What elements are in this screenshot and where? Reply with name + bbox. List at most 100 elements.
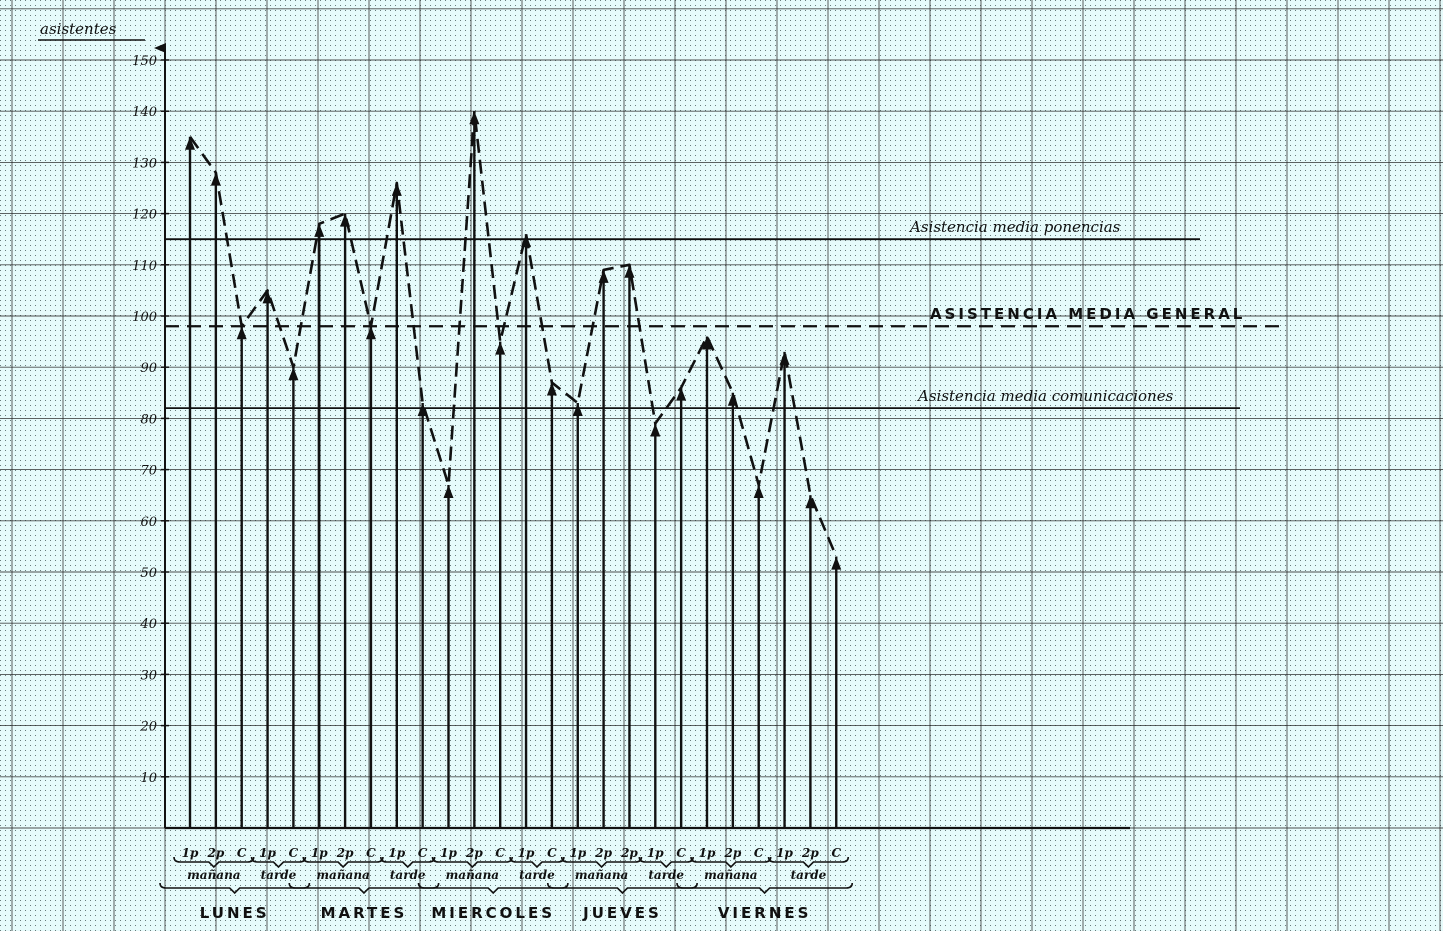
data-point-arrow: [779, 351, 790, 365]
day-label: JUEVES: [582, 904, 662, 922]
data-point-arrow: [365, 326, 376, 340]
day-brace: [546, 882, 698, 895]
data-point-arrow: [702, 336, 712, 350]
y-tick-label: 130: [132, 156, 157, 171]
session-label: 2p: [465, 846, 483, 860]
data-point-arrow: [340, 213, 351, 227]
data-point-arrow: [572, 403, 583, 417]
data-point-arrow: [469, 111, 480, 125]
reference-line-label: ASISTENCIA MEDIA GENERAL: [930, 305, 1245, 323]
session-label: C: [366, 846, 376, 860]
period-label: tarde: [791, 868, 827, 882]
data-point-arrow: [391, 182, 402, 196]
period-label: mañana: [575, 868, 628, 882]
session-label: C: [289, 846, 299, 860]
session-label: C: [676, 846, 686, 860]
session-label: C: [495, 846, 505, 860]
session-label: 2p: [801, 846, 819, 860]
data-point-arrow: [650, 423, 661, 437]
session-label: 2p: [723, 846, 741, 860]
period-label: tarde: [261, 868, 297, 882]
y-tick-label: 80: [140, 412, 157, 427]
period-label: mañana: [446, 868, 499, 882]
data-point-arrow: [417, 403, 428, 417]
data-point-arrow: [624, 264, 635, 278]
session-label: 1p: [518, 846, 535, 860]
session-label: 2p: [206, 846, 224, 860]
session-label: 2p: [336, 846, 354, 860]
period-label: tarde: [519, 868, 555, 882]
session-label: C: [418, 846, 428, 860]
period-label: mañana: [704, 868, 757, 882]
y-ticks: 10 20 30 40 50 60 70 80 90 100 110 120 130 140 150: [132, 54, 169, 786]
day-brace: [159, 882, 311, 895]
x-labels: 1p 2p C 1p C 1p 2p C 1p C 1p 2p C 1p C 1p 2p 2p 1p C 1p 2p C 1p…: [159, 846, 854, 922]
session-label: C: [831, 846, 841, 860]
data-point-arrow: [314, 223, 325, 237]
day-label: MARTES: [321, 904, 408, 922]
period-label: mañana: [187, 868, 240, 882]
session-label: C: [754, 846, 764, 860]
reference-line-label: Asistencia media comunicaciones: [916, 387, 1174, 405]
data-point-arrow: [727, 392, 738, 406]
data-point-arrow: [676, 387, 687, 401]
y-tick-label: 50: [140, 566, 157, 581]
data-point-arrow: [831, 556, 842, 570]
data-point-arrow: [753, 484, 764, 498]
attendance-line: [188, 109, 838, 558]
session-label: 1p: [388, 846, 405, 860]
y-tick-label: 10: [140, 771, 157, 786]
bars: [188, 111, 838, 828]
period-label: tarde: [390, 868, 426, 882]
session-label: 1p: [259, 846, 276, 860]
session-label: 1p: [311, 846, 328, 860]
session-label: 1p: [647, 846, 664, 860]
y-tick-label: 100: [132, 310, 157, 325]
period-brace: [767, 856, 850, 869]
y-tick-label: 110: [132, 259, 157, 274]
period-label: tarde: [648, 868, 684, 882]
data-point-arrow: [262, 290, 273, 304]
session-label: 1p: [569, 846, 586, 860]
y-axis-label: asistentes: [40, 20, 117, 38]
data-point-arrow: [546, 382, 557, 396]
session-label: C: [237, 846, 247, 860]
day-brace: [417, 882, 569, 895]
day-brace: [288, 882, 440, 895]
data-point-arrow: [236, 326, 247, 340]
session-label: C: [547, 846, 557, 860]
day-brace: [676, 882, 854, 895]
reference-line-label: Asistencia media ponencias: [908, 218, 1121, 236]
data-point-arrow: [443, 484, 454, 498]
y-tick-label: 140: [132, 105, 157, 120]
attendance-series: [185, 109, 842, 570]
y-tick-label: 120: [132, 208, 157, 223]
session-label: 1p: [182, 846, 199, 860]
day-label: VIERNES: [718, 904, 812, 922]
session-label: 1p: [440, 846, 457, 860]
session-label: 1p: [776, 846, 793, 860]
y-tick-label: 30: [140, 668, 157, 683]
data-point-arrow: [805, 495, 816, 509]
y-tick-label: 20: [139, 720, 157, 735]
y-tick-label: 40: [139, 617, 157, 632]
reference-lines: Asistencia media ponencias ASISTENCIA MED…: [165, 218, 1285, 410]
y-tick-label: 150: [132, 54, 157, 69]
session-label: 1p: [699, 846, 716, 860]
session-label: 2p: [594, 846, 612, 860]
session-label: 2p: [620, 846, 638, 860]
data-point-arrow: [210, 172, 221, 186]
y-tick-label: 70: [140, 464, 157, 479]
day-label: MIERCOLES: [431, 904, 555, 922]
data-point-arrow: [185, 136, 195, 150]
data-point-arrow: [598, 269, 609, 283]
day-label: LUNES: [200, 904, 270, 922]
axes: asistentes: [38, 20, 1130, 830]
y-tick-label: 60: [140, 515, 157, 530]
y-tick-label: 90: [140, 361, 157, 376]
data-point-arrow: [521, 234, 532, 248]
data-point-arrow: [495, 341, 506, 355]
